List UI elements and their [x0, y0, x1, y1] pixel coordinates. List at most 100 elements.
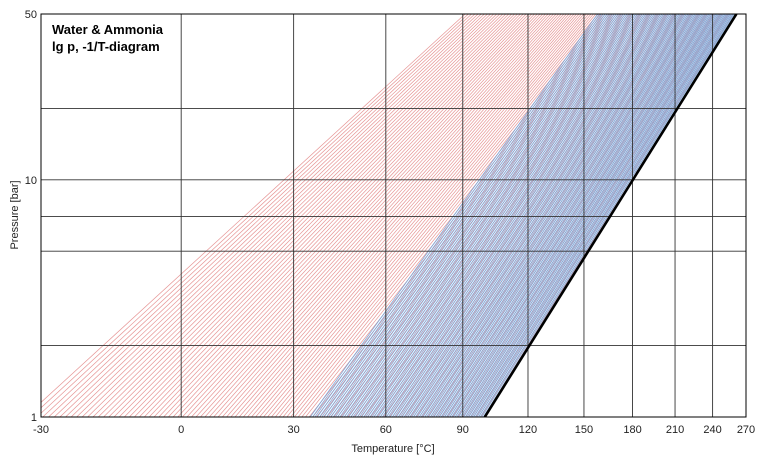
isostere-line — [466, 14, 723, 417]
isostere-line — [321, 14, 608, 417]
isostere-line — [389, 14, 663, 417]
isostere-line — [456, 14, 715, 417]
isostere-line — [453, 14, 713, 417]
isostere-line — [403, 14, 674, 417]
isostere-line — [415, 14, 683, 417]
isostere-line — [383, 14, 658, 417]
isostere-line — [447, 14, 709, 417]
chart-title-line-1: Water & Ammonia — [52, 22, 164, 37]
isostere-line — [375, 14, 652, 417]
isostere-line — [433, 14, 697, 417]
isostere-line — [437, 14, 700, 417]
isostere-line — [182, 14, 554, 417]
isostere-line — [103, 14, 509, 417]
isostere-line — [330, 14, 615, 417]
isostere-line — [251, 14, 594, 417]
isostere-line — [309, 14, 598, 417]
isostere-line — [479, 14, 734, 417]
isostere-line — [209, 14, 570, 417]
isostere-line — [385, 14, 660, 417]
isostere-line — [118, 14, 518, 417]
isostere-line — [153, 14, 538, 417]
isostere-line — [369, 14, 647, 417]
isostere-line — [442, 14, 704, 417]
x-axis-label: Temperature [°C] — [351, 443, 434, 455]
isostere-line — [474, 14, 730, 417]
isostere-line — [234, 14, 585, 417]
isostere-line — [420, 14, 687, 417]
isostere-line — [461, 14, 719, 417]
isostere-line — [473, 14, 729, 417]
x-tick-label: 240 — [703, 424, 721, 436]
isostere-line — [428, 14, 693, 417]
x-tick-label: 90 — [457, 424, 469, 436]
isostere-line — [449, 14, 710, 417]
isostere-line — [471, 14, 727, 417]
x-tick-label: -30 — [33, 424, 49, 436]
isostere-line — [413, 14, 681, 417]
isostere-line — [359, 14, 638, 417]
isostere-line — [70, 14, 491, 417]
isostere-line — [41, 14, 469, 409]
isostere-line — [148, 14, 535, 417]
isostere-line — [278, 14, 610, 417]
x-tick-label: 60 — [380, 424, 392, 436]
chart-title-line-2: lg p, -1/T-diagram — [52, 39, 160, 54]
isostere-line — [129, 14, 524, 417]
isostere-line — [367, 14, 645, 417]
isostere-line — [379, 14, 655, 417]
isostere-line — [399, 14, 671, 417]
isostere-line — [81, 14, 497, 417]
isostere-line — [186, 14, 557, 417]
isostere-line — [340, 14, 647, 417]
isostere-line — [429, 14, 695, 417]
isostere-line — [401, 14, 672, 417]
isostere-line — [373, 14, 667, 417]
x-tick-label: 120 — [519, 424, 537, 436]
isostere-line — [464, 14, 722, 417]
isostere-line — [387, 14, 661, 417]
isostere-line — [397, 14, 669, 417]
isostere-line — [459, 14, 718, 417]
isostere-line — [316, 14, 604, 417]
y-axis-label: Pressure [bar] — [9, 180, 21, 249]
isostere-line — [48, 14, 479, 417]
isostere-line — [332, 14, 617, 417]
x-tick-label: 270 — [737, 424, 755, 436]
isostere-line — [476, 14, 731, 417]
isostere-line — [124, 14, 521, 417]
isostere-line — [346, 14, 628, 417]
isostere-line — [191, 14, 559, 417]
x-tick-label: 180 — [623, 424, 641, 436]
isostere-line — [195, 14, 562, 417]
isostere-line — [463, 14, 721, 417]
isostere-line — [481, 14, 735, 417]
x-tick-label: 0 — [178, 424, 184, 436]
isostere-line — [158, 14, 541, 417]
isostere-line — [418, 14, 686, 417]
y-tick-labels: 1 10 50 — [25, 9, 37, 424]
isostere-line — [217, 14, 575, 417]
isostere-line — [431, 14, 696, 417]
isostere-line — [335, 14, 619, 417]
isostere-line — [371, 14, 648, 417]
isostere-line — [226, 14, 580, 417]
boundary-curve-group — [483, 14, 738, 417]
isostere-line — [395, 14, 668, 417]
isostere-line — [444, 14, 706, 417]
isostere-line — [356, 14, 636, 417]
isostere-line — [42, 14, 476, 417]
isostere-line — [98, 14, 507, 417]
isostere-line — [263, 14, 601, 417]
isostere-line — [247, 14, 592, 417]
isostere-line — [352, 14, 633, 417]
isostere-line — [381, 14, 656, 417]
isostere-line — [213, 14, 572, 417]
isostere-line — [134, 14, 527, 417]
isostere-line — [177, 14, 552, 417]
isostere-line — [354, 14, 635, 417]
x-tick-label: 30 — [288, 424, 300, 436]
isostere-line — [41, 14, 466, 403]
isostere-line — [144, 14, 532, 417]
isostere-line — [314, 14, 602, 417]
